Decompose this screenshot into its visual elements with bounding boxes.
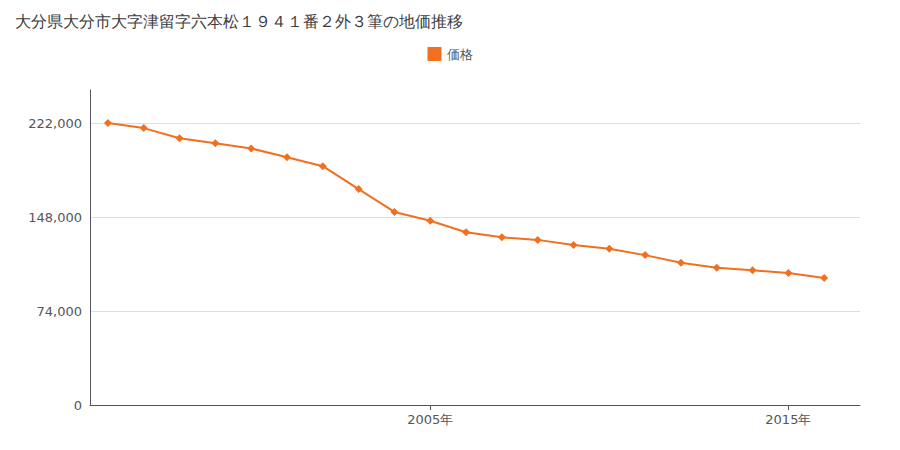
svg-text:0: 0 bbox=[74, 398, 82, 413]
svg-text:222,000: 222,000 bbox=[28, 116, 82, 131]
svg-text:2005年: 2005年 bbox=[407, 412, 453, 427]
svg-text:大分県大分市大字津留字六本松１９４１番２外３筆の地価推移: 大分県大分市大字津留字六本松１９４１番２外３筆の地価推移 bbox=[15, 12, 463, 31]
svg-text:74,000: 74,000 bbox=[37, 304, 83, 319]
svg-text:148,000: 148,000 bbox=[28, 210, 82, 225]
svg-text:価格: 価格 bbox=[447, 47, 473, 62]
svg-text:2015年: 2015年 bbox=[765, 412, 811, 427]
